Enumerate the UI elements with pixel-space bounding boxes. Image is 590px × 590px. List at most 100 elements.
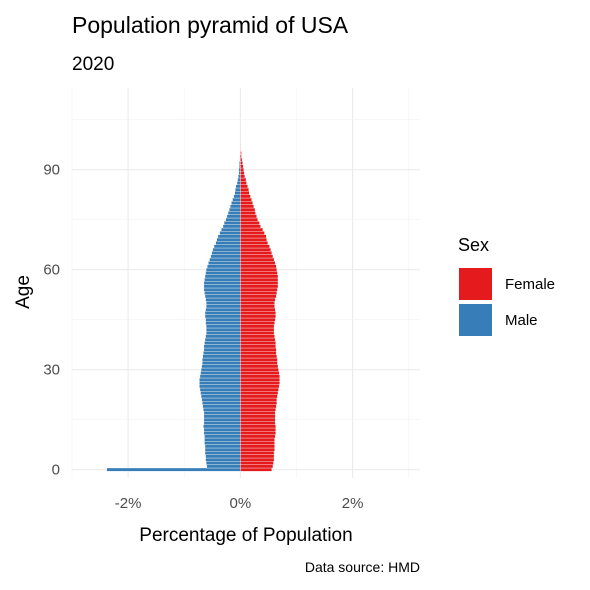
bar-female-age-51 xyxy=(240,297,276,302)
bar-male-age-38 xyxy=(204,341,241,345)
bar-male-age-44 xyxy=(205,321,241,325)
bar-female-age-86 xyxy=(240,181,247,185)
bar-female-age-13 xyxy=(240,424,276,429)
bar-male-age-53 xyxy=(204,291,241,295)
chart-subtitle: 2020 xyxy=(72,54,114,75)
bar-male-age-54 xyxy=(203,287,241,292)
bar-male-age-34 xyxy=(202,354,241,359)
bar-male-age-94 xyxy=(239,154,241,159)
bar-female-age-28 xyxy=(240,374,280,379)
bar-female-age-4 xyxy=(240,454,275,459)
bar-female-age-36 xyxy=(240,347,277,352)
bar-male-age-2 xyxy=(205,461,241,465)
bar-female-age-61 xyxy=(240,264,277,269)
bar-male-age-71 xyxy=(219,231,241,235)
bar-female-age-63 xyxy=(240,257,275,262)
bar-female-age-66 xyxy=(240,247,271,252)
bar-female-age-8 xyxy=(240,441,275,445)
bar-male-age-80 xyxy=(231,201,241,205)
y-tick-label: 90 xyxy=(43,162,60,179)
bar-male-age-86 xyxy=(236,181,241,185)
bar-female-age-72 xyxy=(240,227,264,232)
x-axis-title: Percentage of Population xyxy=(139,525,352,546)
bar-male-age-6 xyxy=(204,447,241,452)
bar-female-age-16 xyxy=(240,414,276,419)
bar-female-age-19 xyxy=(240,404,277,409)
bar-female-age-58 xyxy=(240,274,279,279)
bar-male-age-30 xyxy=(200,367,241,372)
bar-female-age-83 xyxy=(240,191,250,195)
bar-male-age-52 xyxy=(204,294,241,299)
bar-female-age-29 xyxy=(240,371,280,375)
bar-male-age-77 xyxy=(227,211,241,215)
bar-female-age-10 xyxy=(240,434,276,439)
bar-female-age-25 xyxy=(240,384,280,389)
bar-female-age-71 xyxy=(240,231,265,235)
bar-female-age-87 xyxy=(240,177,247,182)
bar-female-age-77 xyxy=(240,211,256,215)
legend-label-male: Male xyxy=(505,312,538,329)
bar-female-age-74 xyxy=(240,221,260,225)
bar-male-age-8 xyxy=(204,441,241,445)
bar-male-age-58 xyxy=(204,274,241,279)
bar-female-age-65 xyxy=(240,251,272,255)
bar-male-age-36 xyxy=(203,347,241,352)
bar-female-age-30 xyxy=(240,367,279,372)
bar-male-age-1 xyxy=(206,464,241,469)
bar-male-age-90 xyxy=(238,167,241,172)
bar-male-age-62 xyxy=(208,261,241,265)
bar-male-age-19 xyxy=(202,404,241,409)
bar-male-age-75 xyxy=(225,217,241,222)
bar-male-age-73 xyxy=(222,224,241,229)
bar-female-age-20 xyxy=(240,401,278,405)
bar-female-age-91 xyxy=(240,164,244,169)
bar-male-age-66 xyxy=(212,247,241,252)
bar-female-age-53 xyxy=(240,291,278,295)
bar-male-age-23 xyxy=(200,391,241,395)
bar-female-age-5 xyxy=(240,451,275,455)
bar-female-age-59 xyxy=(240,271,278,275)
bar-female-age-82 xyxy=(240,194,251,199)
bar-male-age-29 xyxy=(200,371,241,375)
bar-female-age-40 xyxy=(240,334,275,339)
bar-female-age-56 xyxy=(240,281,279,285)
bar-male-age-26 xyxy=(199,381,241,385)
bar-male-age-91 xyxy=(239,164,241,169)
bar-female-age-15 xyxy=(240,417,276,422)
bar-male-age-32 xyxy=(202,361,241,365)
bar-male-age-67 xyxy=(213,244,241,249)
bar-female-age-49 xyxy=(240,304,275,309)
bar-male-age-9 xyxy=(204,437,241,442)
bar-male-age-18 xyxy=(203,407,241,412)
bar-female-age-23 xyxy=(240,391,279,395)
bar-male-age-28 xyxy=(199,374,241,379)
bar-male-age-5 xyxy=(204,451,241,455)
bar-male-age-82 xyxy=(233,194,241,199)
bar-male-age-85 xyxy=(235,184,241,189)
bar-female-age-57 xyxy=(240,277,279,282)
bar-female-age-37 xyxy=(240,344,276,349)
bar-female-age-6 xyxy=(240,447,275,452)
bar-male-age-43 xyxy=(205,324,241,329)
bar-male-age-16 xyxy=(203,414,241,419)
bar-male-age-37 xyxy=(203,344,241,349)
bar-male-age-45 xyxy=(205,317,241,322)
bar-female-age-18 xyxy=(240,407,276,412)
bar-female-age-26 xyxy=(240,381,280,385)
bar-female-age-62 xyxy=(240,261,276,265)
bar-female-age-0 xyxy=(240,467,272,472)
bar-female-age-27 xyxy=(240,377,280,382)
bar-female-age-45 xyxy=(240,317,276,322)
bar-male-age-17 xyxy=(203,411,241,415)
bar-male-age-7 xyxy=(204,444,241,449)
bar-female-age-14 xyxy=(240,421,276,425)
bar-female-age-80 xyxy=(240,201,253,205)
bar-male-age-11 xyxy=(203,431,241,435)
bar-male-age-22 xyxy=(200,394,241,399)
bar-female-age-38 xyxy=(240,341,276,345)
bar-male-age-42 xyxy=(205,327,241,332)
bar-male-age-50 xyxy=(205,301,241,305)
bar-female-age-54 xyxy=(240,287,278,292)
